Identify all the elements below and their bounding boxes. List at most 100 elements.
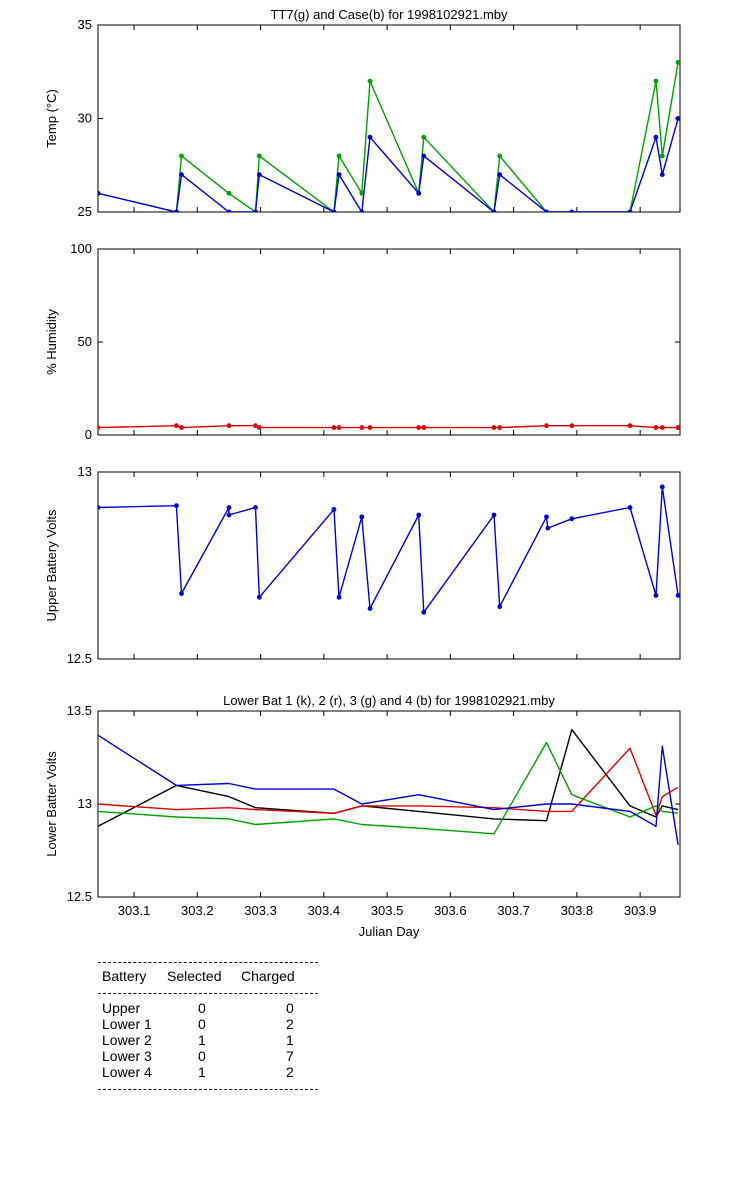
- chart-temp: TT7(g) and Case(b) for 1998102921.mby 25 3…: [44, 7, 681, 219]
- x-tick-label-lower-2: 303.3: [244, 903, 277, 918]
- row-lower1-charged: 2: [286, 1016, 294, 1032]
- x-tick-label-lower-5: 303.6: [434, 903, 467, 918]
- data-point-upper-0-5: [253, 505, 258, 510]
- data-point-temp-0-19: [675, 60, 680, 65]
- data-point-temp-1-16: [627, 209, 633, 212]
- header-charged: Charged: [241, 968, 295, 984]
- data-point-temp-1-1: [174, 209, 179, 212]
- row-upper-selected: 0: [198, 1000, 206, 1016]
- y-tick-label-humidity-1: 50: [78, 334, 92, 349]
- data-point-humidity-0-4: [253, 423, 258, 429]
- data-point-temp-0-8: [359, 190, 365, 196]
- row-lower4-selected: 1: [198, 1064, 206, 1080]
- data-point-upper-0-4: [226, 512, 232, 518]
- data-point-temp-1-14: [544, 209, 549, 212]
- data-point-humidity-0-16: [627, 423, 633, 429]
- table-bottom-rule: [98, 1089, 318, 1090]
- plot-frame-upper: [97, 471, 681, 660]
- data-point-temp-0-5: [256, 153, 262, 159]
- data-point-temp-1-18: [659, 172, 665, 178]
- data-point-upper-0-7: [331, 507, 337, 512]
- data-point-temp-1-7: [336, 172, 342, 178]
- data-point-temp-0-18: [659, 153, 665, 159]
- data-point-temp-1-5: [256, 172, 262, 178]
- data-point-temp-0-11: [421, 134, 427, 140]
- chart-upper: 12.5 13 Upper Battery Volts: [44, 464, 681, 666]
- x-tick-label-lower-6: 303.7: [497, 903, 530, 918]
- y-tick-label-lower-0: 12.5: [67, 889, 92, 904]
- data-point-upper-0-21: [675, 593, 680, 598]
- data-point-humidity-0-13: [497, 425, 503, 430]
- header-battery: Battery: [102, 968, 147, 984]
- plot-frame-temp: [97, 24, 681, 213]
- row-lower2-charged: 1: [286, 1032, 294, 1048]
- x-tick-label-lower-0: 303.1: [118, 903, 151, 918]
- x-tick-label-lower-7: 303.8: [561, 903, 594, 918]
- data-point-temp-1-19: [675, 116, 680, 121]
- data-point-temp-1-0: [98, 190, 101, 196]
- data-point-upper-0-19: [653, 593, 659, 598]
- data-point-upper-0-8: [336, 594, 342, 600]
- data-point-temp-0-2: [179, 153, 184, 159]
- series-line-lower-2: [98, 741, 679, 835]
- data-point-temp-1-15: [569, 209, 575, 212]
- data-point-humidity-0-17: [653, 425, 659, 430]
- row-lower1-selected: 0: [198, 1016, 206, 1032]
- data-point-humidity-0-18: [659, 425, 665, 430]
- data-point-temp-0-17: [653, 78, 659, 84]
- row-lower2-selected: 1: [198, 1032, 206, 1048]
- series-temp-1: [98, 116, 680, 212]
- data-point-upper-0-0: [98, 505, 101, 510]
- data-point-humidity-0-8: [359, 425, 365, 430]
- series-line-lower-1: [98, 747, 679, 816]
- series-lower-3: [98, 734, 679, 846]
- data-point-humidity-0-10: [416, 425, 422, 430]
- chart-title-temp: TT7(g) and Case(b) for 1998102921.mby: [270, 7, 508, 22]
- series-lower-1: [98, 747, 679, 816]
- data-point-upper-0-16: [545, 525, 551, 531]
- x-axis-label-lower: Julian Day: [359, 924, 420, 939]
- y-tick-label-humidity-2: 100: [70, 241, 92, 256]
- data-point-upper-0-20: [659, 484, 665, 490]
- series-line-upper-0: [98, 486, 679, 613]
- data-point-upper-0-17: [569, 516, 575, 522]
- row-lower4-battery: Lower 4: [102, 1064, 152, 1080]
- data-point-humidity-0-7: [336, 425, 342, 430]
- data-point-temp-1-2: [179, 172, 184, 178]
- data-point-temp-0-13: [497, 153, 503, 159]
- chart-area: TT7(g) and Case(b) for 1998102921.mby 25 3…: [44, 7, 681, 939]
- row-upper-charged: 0: [286, 1000, 294, 1016]
- data-point-upper-0-18: [627, 505, 633, 510]
- y-tick-label-temp-1: 30: [78, 111, 92, 126]
- series-line-lower-0: [98, 728, 679, 827]
- data-point-humidity-0-1: [174, 423, 179, 429]
- data-point-temp-1-10: [416, 190, 422, 196]
- data-point-humidity-0-3: [226, 423, 232, 429]
- data-point-temp-1-13: [497, 172, 503, 178]
- y-axis-label-humidity: % Humidity: [44, 309, 59, 375]
- y-tick-label-upper-1: 13: [78, 464, 92, 479]
- series-line-lower-3: [98, 734, 679, 846]
- data-point-temp-1-12: [491, 209, 497, 212]
- series-upper-0: [98, 484, 680, 615]
- data-point-humidity-0-12: [491, 425, 497, 430]
- chart-lower: Lower Bat 1 (k), 2 (r), 3 (g) and 4 (b) …: [44, 693, 681, 939]
- data-point-humidity-0-2: [179, 425, 184, 430]
- data-point-humidity-0-6: [331, 425, 337, 430]
- y-tick-label-upper-0: 12.5: [67, 651, 92, 666]
- data-point-upper-0-14: [497, 604, 503, 610]
- data-point-temp-1-6: [331, 209, 337, 212]
- plot-frame-humidity: [97, 248, 681, 436]
- x-tick-label-lower-3: 303.4: [308, 903, 341, 918]
- series-temp-0: [98, 60, 680, 212]
- x-tick-label-lower-1: 303.2: [181, 903, 214, 918]
- data-point-temp-1-11: [421, 153, 427, 159]
- row-upper-battery: Upper: [102, 1000, 141, 1016]
- data-point-temp-0-7: [336, 153, 342, 159]
- data-point-upper-0-2: [179, 591, 184, 596]
- y-axis-label-upper: Upper Battery Volts: [44, 509, 59, 621]
- data-point-temp-1-8: [359, 209, 365, 212]
- y-tick-label-humidity-0: 0: [85, 427, 92, 442]
- data-point-humidity-0-9: [367, 425, 373, 430]
